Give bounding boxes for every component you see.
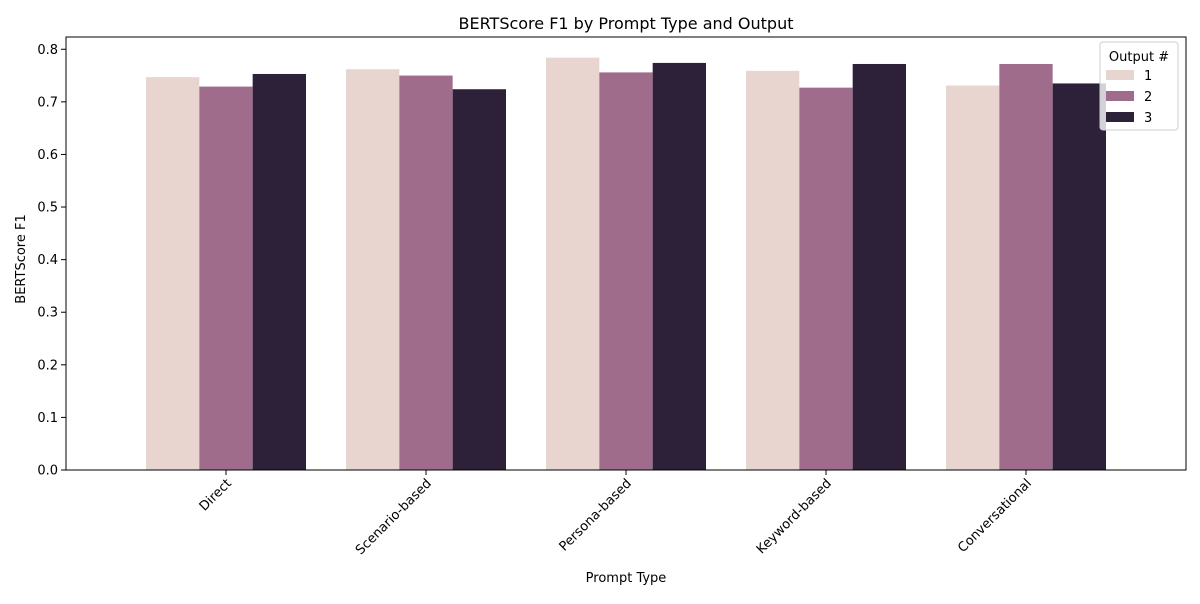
x-tick-label: Conversational [955,476,1035,556]
y-tick-label: 0.6 [37,148,58,163]
legend-items: 1 2 3 [1106,69,1152,126]
legend-swatch-2 [1106,91,1134,101]
y-tick-label: 0.3 [37,306,58,321]
bar-persona-based-output-3 [652,62,706,471]
bar-conversational-output-2 [999,63,1053,470]
bar-persona-based-output-2 [599,72,653,471]
bar-persona-based-output-1 [546,57,600,471]
y-axis-label: BERTScore F1 [14,214,29,303]
y-tick-label: 0.0 [37,464,58,479]
legend-box [1099,41,1179,131]
bar-scenario-based-output-2 [399,75,453,471]
y-tick-label: 0.7 [37,95,58,110]
x-axis-label: Prompt Type [586,571,667,586]
bar-scenario-based-output-3 [452,89,506,470]
legend-label-2: 2 [1144,90,1152,105]
legend-swatch-1 [1106,70,1134,80]
legend: Output # 1 2 3 [1099,41,1179,131]
x-tick-label: Direct [197,476,235,514]
chart-title: BERTScore F1 by Prompt Type and Output [459,14,794,33]
bar-direct-output-1 [146,77,200,470]
x-tick-label: Keyword-based [754,476,835,557]
bar-keyword-based-output-1 [746,70,800,470]
bar-direct-output-3 [252,73,306,470]
y-tick-label: 0.4 [37,253,58,268]
legend-label-1: 1 [1144,69,1152,84]
legend-title: Output # [1109,50,1169,65]
legend-swatch-3 [1106,112,1134,122]
bar-conversational-output-1 [946,85,1000,470]
x-tick-label: Scenario-based [353,476,435,558]
x-axis: Direct Scenario-based Persona-based Keyword… [197,470,1035,558]
y-tick-label: 0.8 [37,43,58,58]
y-tick-label: 0.5 [37,201,58,216]
x-tick-label: Persona-based [557,476,635,554]
y-tick-label: 0.1 [37,411,58,426]
plot-area [146,57,1106,471]
y-axis: 0.0 0.1 0.2 0.3 0.4 0.5 0.6 0.7 0.8 [37,43,66,479]
bar-conversational-output-3 [1052,83,1106,470]
legend-label-3: 3 [1144,111,1152,126]
bar-keyword-based-output-2 [799,87,853,471]
y-tick-label: 0.2 [37,358,58,373]
bar-direct-output-2 [199,86,253,470]
bar-keyword-based-output-3 [852,63,906,470]
bar-scenario-based-output-1 [346,69,400,471]
